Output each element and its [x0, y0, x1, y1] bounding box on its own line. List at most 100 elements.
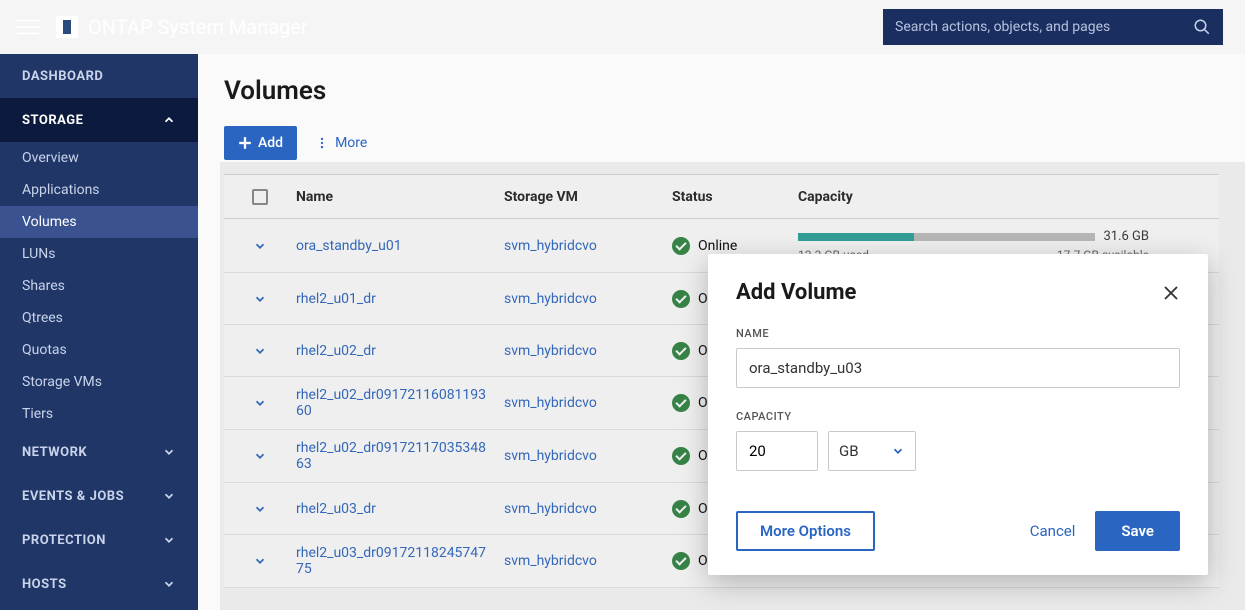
sidebar-sub-shares[interactable]: Shares	[0, 270, 198, 302]
close-button[interactable]	[1162, 284, 1180, 302]
sidebar-item-storage[interactable]: STORAGE	[0, 98, 198, 142]
add-button[interactable]: Add	[224, 126, 297, 160]
sidebar-sub-qtrees[interactable]: Qtrees	[0, 302, 198, 334]
sidebar-item-dashboard[interactable]: DASHBOARD	[0, 54, 198, 98]
status-text: O	[698, 343, 708, 359]
svm-link[interactable]: svm_hybridcvo	[504, 238, 672, 254]
status-online-icon	[672, 290, 690, 308]
status-text: O	[698, 395, 708, 411]
volume-name-link[interactable]: ora_standby_u01	[296, 238, 504, 254]
chevron-down-icon	[253, 344, 267, 358]
select-all-checkbox[interactable]	[252, 189, 268, 205]
add-volume-dialog: Add Volume NAME CAPACITY GB More Options…	[708, 254, 1208, 575]
chevron-up-icon	[162, 113, 176, 127]
svm-link[interactable]: svm_hybridcvo	[504, 395, 672, 411]
sidebar-sub-luns[interactable]: LUNs	[0, 238, 198, 270]
status-text: O	[698, 448, 708, 464]
svm-link[interactable]: svm_hybridcvo	[504, 553, 672, 569]
brand-logo-icon	[56, 16, 78, 38]
app-title: ONTAP System Manager	[88, 15, 308, 39]
sidebar-sub-tiers[interactable]: Tiers	[0, 398, 198, 430]
sidebar-sub-label: Overview	[22, 150, 79, 166]
expand-row-button[interactable]	[224, 554, 296, 568]
volume-name-link[interactable]: rhel2_u03_dr	[296, 501, 504, 517]
search-icon[interactable]	[1193, 18, 1211, 36]
expand-row-button[interactable]	[224, 396, 296, 410]
sidebar-item-hosts[interactable]: HOSTS	[0, 562, 198, 606]
expand-row-button[interactable]	[224, 344, 296, 358]
status-online-icon	[672, 447, 690, 465]
save-label: Save	[1121, 522, 1154, 540]
col-header-capacity[interactable]: Capacity	[798, 189, 1175, 205]
more-button[interactable]: More	[315, 135, 367, 151]
sidebar-sub-volumes[interactable]: Volumes	[0, 206, 198, 238]
expand-row-button[interactable]	[224, 449, 296, 463]
table-header: Name Storage VM Status Capacity	[224, 175, 1219, 219]
svm-link[interactable]: svm_hybridcvo	[504, 291, 672, 307]
name-field-label: NAME	[736, 327, 1180, 340]
svm-link[interactable]: svm_hybridcvo	[504, 448, 672, 464]
save-button[interactable]: Save	[1095, 511, 1180, 551]
chevron-down-icon	[162, 533, 176, 547]
sidebar-sub-label: Tiers	[22, 406, 53, 422]
volume-name-input[interactable]	[736, 348, 1180, 388]
volume-name-link[interactable]: rhel2_u02_dr09172117035348 63	[296, 440, 504, 472]
col-header-svm[interactable]: Storage VM	[504, 189, 672, 205]
plus-icon	[238, 136, 252, 150]
sidebar-item-events[interactable]: EVENTS & JOBS	[0, 474, 198, 518]
sidebar-label: DASHBOARD	[22, 69, 103, 84]
sidebar-sub-applications[interactable]: Applications	[0, 174, 198, 206]
cancel-button[interactable]: Cancel	[1030, 522, 1076, 540]
expand-row-button[interactable]	[224, 502, 296, 516]
capacity-bar	[798, 233, 1095, 241]
global-search[interactable]	[883, 9, 1223, 45]
volume-name-link[interactable]: rhel2_u01_dr	[296, 291, 504, 307]
expand-row-button[interactable]	[224, 292, 296, 306]
more-options-label: More Options	[760, 522, 851, 540]
status-online-icon	[672, 552, 690, 570]
chevron-down-icon	[253, 502, 267, 516]
close-icon	[1162, 284, 1180, 302]
chevron-down-icon	[162, 489, 176, 503]
sidebar-label: STORAGE	[22, 113, 83, 128]
menu-toggle-button[interactable]	[0, 0, 56, 54]
status-text: Online	[698, 238, 737, 254]
chevron-down-icon	[253, 449, 267, 463]
col-header-name[interactable]: Name	[296, 189, 504, 205]
sidebar: DASHBOARD STORAGE Overview Applications …	[0, 54, 198, 610]
svm-link[interactable]: svm_hybridcvo	[504, 501, 672, 517]
more-vertical-icon	[315, 136, 329, 150]
sidebar-sub-storagevms[interactable]: Storage VMs	[0, 366, 198, 398]
status-text: O	[698, 501, 708, 517]
add-button-label: Add	[258, 135, 283, 151]
action-bar: Add More	[224, 126, 1219, 160]
search-input[interactable]	[895, 19, 1193, 35]
capacity-total: 31.6 GB	[1103, 229, 1149, 244]
col-header-status[interactable]: Status	[672, 189, 798, 205]
volume-name-link[interactable]: rhel2_u03_dr09172118245747 75	[296, 545, 504, 577]
sidebar-label: PROTECTION	[22, 533, 106, 548]
sidebar-sub-label: Applications	[22, 182, 100, 198]
chevron-down-icon	[891, 444, 905, 458]
status-cell: Online	[672, 237, 798, 255]
sidebar-sub-quotas[interactable]: Quotas	[0, 334, 198, 366]
sidebar-item-protection[interactable]: PROTECTION	[0, 518, 198, 562]
capacity-unit-select[interactable]: GB	[828, 431, 916, 471]
sidebar-label: NETWORK	[22, 445, 87, 460]
volume-name-link[interactable]: rhel2_u02_dr09172116081193 60	[296, 387, 504, 419]
page-title: Volumes	[224, 76, 1219, 106]
chevron-down-icon	[162, 577, 176, 591]
volume-name-link[interactable]: rhel2_u02_dr	[296, 343, 504, 359]
capacity-value-input[interactable]	[736, 431, 818, 471]
dialog-title: Add Volume	[736, 280, 856, 305]
chevron-down-icon	[253, 239, 267, 253]
expand-row-button[interactable]	[224, 239, 296, 253]
status-online-icon	[672, 237, 690, 255]
sidebar-sub-label: Shares	[22, 278, 65, 294]
sidebar-item-network[interactable]: NETWORK	[0, 430, 198, 474]
status-online-icon	[672, 500, 690, 518]
sidebar-sub-overview[interactable]: Overview	[0, 142, 198, 174]
more-options-button[interactable]: More Options	[736, 511, 875, 551]
svm-link[interactable]: svm_hybridcvo	[504, 343, 672, 359]
sidebar-label: EVENTS & JOBS	[22, 489, 124, 504]
